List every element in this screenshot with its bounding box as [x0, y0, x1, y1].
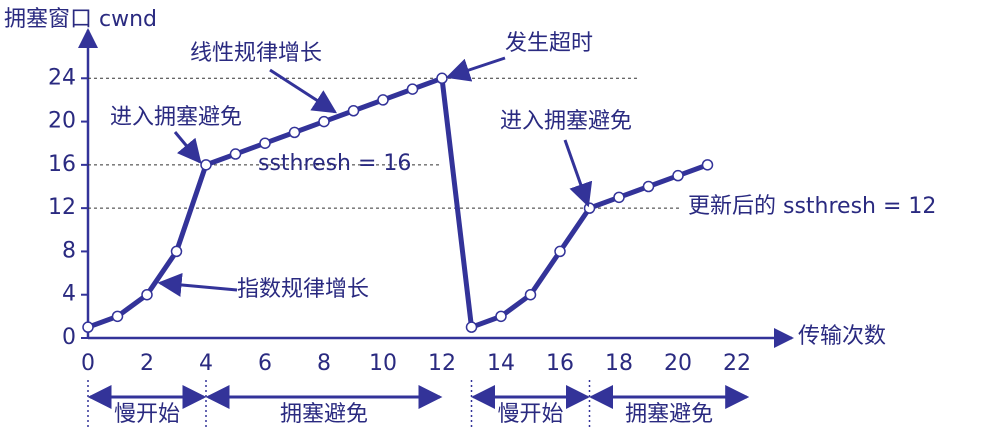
point — [613, 191, 625, 204]
point — [318, 115, 330, 128]
annotation-arrow — [445, 56, 506, 82]
point — [406, 83, 419, 95]
point — [200, 159, 212, 171]
point — [554, 245, 566, 258]
point — [288, 126, 301, 139]
y-axis-label: 拥塞窗口 cwnd — [4, 7, 157, 32]
point — [465, 321, 478, 333]
x-tick-label: 0 — [81, 351, 95, 376]
annotation: ssthresh = 16 — [258, 151, 411, 176]
point — [259, 137, 271, 149]
point — [377, 94, 389, 106]
y-tick-label: 8 — [62, 238, 76, 263]
y-tick-label: 16 — [48, 152, 76, 177]
x-tick-label: 10 — [369, 351, 397, 376]
phase-label: 慢开始 — [114, 402, 180, 427]
y-tick-label: 12 — [48, 195, 76, 220]
annotation: 指数规律增长 — [237, 277, 369, 302]
y-tick-label: 4 — [62, 282, 76, 307]
annotation-arrow — [173, 131, 202, 164]
point — [495, 310, 507, 323]
point — [229, 148, 242, 160]
y-tick-label: 24 — [48, 65, 76, 90]
annotation: 进入拥塞避免 — [110, 105, 242, 130]
x-tick-label: 22 — [723, 351, 751, 376]
x-tick-label: 16 — [546, 351, 574, 376]
annotation: 更新后的 ssthresh = 12 — [688, 194, 936, 219]
point — [82, 321, 94, 333]
point — [347, 105, 360, 117]
annotation-arrow — [269, 68, 338, 114]
annotation-arrow — [563, 139, 593, 208]
point — [524, 288, 537, 301]
annotation: 进入拥塞避免 — [500, 109, 632, 134]
phase-label: 拥塞避免 — [280, 402, 368, 427]
x-tick-label: 20 — [664, 351, 692, 376]
y-tick-label: 0 — [62, 325, 76, 350]
phase-label: 慢开始 — [497, 402, 563, 427]
x-tick-label: 8 — [317, 351, 331, 376]
annotation: 线性规律增长 — [190, 41, 322, 66]
x-tick-label: 18 — [605, 351, 633, 376]
x-tick-label: 2 — [140, 351, 154, 376]
point — [141, 288, 153, 301]
point — [170, 245, 183, 258]
point — [672, 169, 684, 182]
point — [436, 72, 448, 85]
annotation: 发生超时 — [505, 31, 593, 56]
point — [701, 159, 714, 171]
x-axis-label: 传输次数 — [798, 324, 886, 349]
point — [111, 310, 124, 323]
x-tick-label: 4 — [199, 351, 213, 376]
annotation-arrow — [157, 273, 238, 297]
line — [87, 75, 709, 330]
x-tick-label: 14 — [487, 351, 515, 376]
point — [642, 180, 655, 193]
y-tick-label: 20 — [48, 109, 76, 134]
point — [583, 202, 596, 214]
x-tick-label: 12 — [428, 351, 456, 376]
phase-label: 拥塞避免 — [625, 402, 713, 427]
x-tick-label: 6 — [258, 351, 272, 376]
